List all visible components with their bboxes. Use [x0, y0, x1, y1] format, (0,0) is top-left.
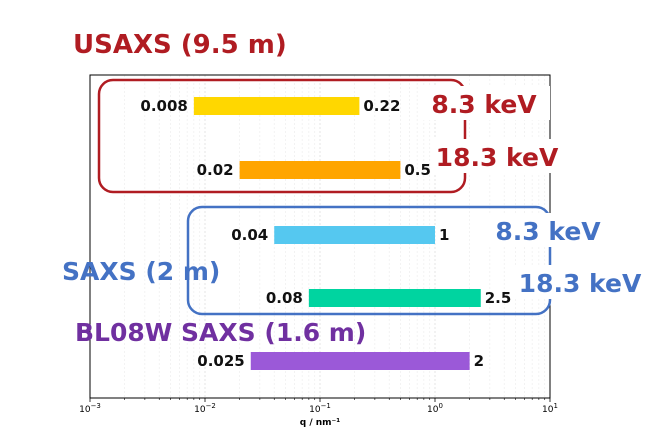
- range-bar: [250, 352, 470, 370]
- x-tick-label: 10−2: [194, 402, 216, 415]
- energy-label: 8.3 keV: [431, 90, 537, 119]
- usaxs-group-box: [97, 78, 467, 194]
- x-tick-label: 100: [427, 402, 443, 415]
- x-tick-label: 10−3: [79, 402, 101, 415]
- energy-label-bg: [482, 213, 614, 247]
- range-min-label: 0.02: [197, 161, 234, 179]
- energy-label-bg: [431, 139, 563, 173]
- group-title: BL08W SAXS (1.6 m): [75, 318, 366, 347]
- group-title: USAXS (9.5 m): [73, 30, 287, 60]
- energy-label: 18.3 keV: [436, 143, 559, 172]
- range-min-label: 0.04: [231, 226, 268, 244]
- range-min-label: 0.025: [197, 352, 244, 370]
- range-bar: [274, 226, 435, 244]
- saxs-group-box: [186, 205, 552, 316]
- energy-label: 8.3 keV: [495, 217, 601, 246]
- x-tick-label: 101: [542, 402, 558, 415]
- range-max-label: 1: [439, 226, 449, 244]
- range-max-label: 2: [474, 352, 484, 370]
- range-bar: [308, 289, 481, 307]
- range-bars: [193, 97, 481, 370]
- range-bar: [239, 161, 401, 179]
- range-max-label: 0.22: [363, 97, 400, 115]
- range-max-label: 2.5: [485, 289, 512, 307]
- range-max-label: 0.5: [404, 161, 431, 179]
- range-min-label: 0.08: [266, 289, 303, 307]
- x-axis-ticks: 10−3 10−2 10−1 100 101: [79, 398, 558, 415]
- energy-label-bg: [418, 86, 550, 120]
- energy-label: 18.3 keV: [519, 269, 642, 298]
- x-tick-label: 10−1: [309, 402, 331, 415]
- energy-label-bg: [514, 265, 646, 299]
- group-title: SAXS (2 m): [62, 257, 220, 286]
- group-boxes: [97, 78, 552, 316]
- group-labels: USAXS (9.5 m) SAXS (2 m) BL08W SAXS (1.6 m…: [62, 30, 366, 347]
- x-axis-label: q / nm⁻¹: [300, 418, 341, 428]
- range-bar: [193, 97, 360, 115]
- range-min-label: 0.008: [140, 97, 187, 115]
